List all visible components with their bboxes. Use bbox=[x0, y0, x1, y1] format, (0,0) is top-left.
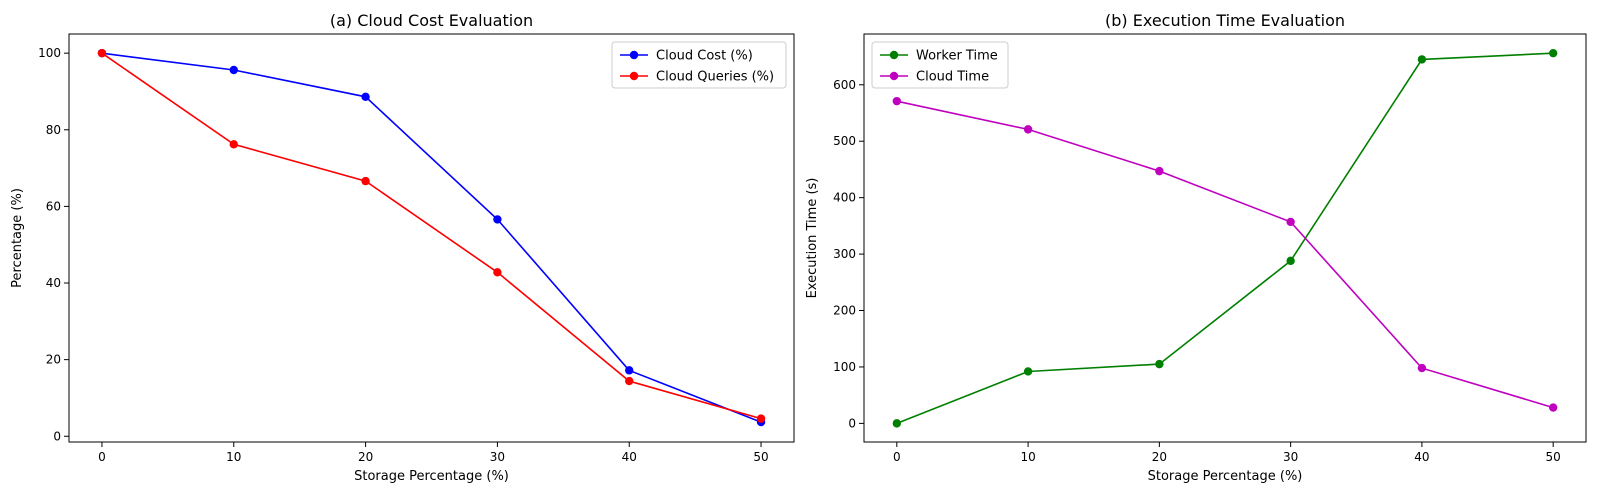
y-axis-label: Percentage (%) bbox=[10, 188, 25, 288]
chart-panel-2: (b) Execution Time Evaluation 0 10 20 30 40 50… bbox=[805, 11, 1587, 484]
x-tick-label: 50 bbox=[1546, 450, 1561, 464]
y-tick-label: 600 bbox=[833, 78, 856, 92]
chart-panel-1: (a) Cloud Cost Evaluation 0 10 20 30 40 50 0 20 4… bbox=[10, 11, 795, 484]
chart-title: (a) Cloud Cost Evaluation bbox=[330, 11, 533, 30]
plot-area-frame bbox=[68, 33, 795, 443]
legend-label: Cloud Time bbox=[916, 70, 989, 85]
plot-area-frame bbox=[863, 33, 1587, 443]
x-tick-label: 50 bbox=[753, 450, 768, 464]
x-tick-label: 20 bbox=[1152, 450, 1167, 464]
data-point bbox=[892, 419, 902, 428]
data-point bbox=[1023, 367, 1033, 376]
legend-swatch-marker bbox=[889, 71, 899, 81]
data-point bbox=[361, 176, 370, 186]
data-point bbox=[1286, 217, 1295, 227]
y-tick-label: 80 bbox=[46, 123, 61, 137]
legend-swatch-marker bbox=[629, 71, 639, 81]
legend: Worker Time Cloud Time bbox=[871, 41, 1009, 89]
data-point bbox=[1548, 403, 1558, 412]
legend: Cloud Cost (%) Cloud Queries (%) bbox=[611, 41, 787, 89]
x-axis-label: Storage Percentage (%) bbox=[1148, 469, 1303, 484]
series-line-2 bbox=[896, 100, 1554, 409]
data-point bbox=[97, 48, 107, 58]
data-point bbox=[493, 215, 502, 224]
chart-title: (b) Execution Time Evaluation bbox=[1105, 11, 1345, 30]
y-tick-label: 200 bbox=[833, 304, 856, 318]
data-point bbox=[493, 268, 502, 277]
x-tick-label: 40 bbox=[622, 450, 637, 464]
y-tick-label: 300 bbox=[833, 247, 856, 261]
data-point bbox=[1417, 55, 1427, 64]
y-tick-label: 40 bbox=[46, 276, 61, 290]
y-tick-label: 0 bbox=[53, 429, 61, 443]
legend-box bbox=[611, 41, 787, 89]
x-tick-label: 0 bbox=[98, 450, 106, 464]
y-tick-label: 0 bbox=[848, 416, 856, 430]
data-point bbox=[1023, 125, 1033, 134]
series-line-2 bbox=[101, 52, 762, 420]
y-tick-label: 60 bbox=[46, 199, 61, 213]
data-point bbox=[361, 92, 370, 102]
x-tick-label: 20 bbox=[358, 450, 373, 464]
series-line-1 bbox=[896, 52, 1554, 425]
legend-label: Worker Time bbox=[916, 49, 998, 64]
y-tick-label: 100 bbox=[833, 360, 856, 374]
data-point bbox=[756, 414, 766, 423]
data-point bbox=[1155, 166, 1164, 176]
x-tick-label: 0 bbox=[893, 450, 901, 464]
data-point bbox=[1417, 363, 1427, 373]
data-point bbox=[229, 140, 238, 149]
x-tick-label: 40 bbox=[1414, 450, 1429, 464]
data-point bbox=[1286, 256, 1295, 266]
x-tick-label: 10 bbox=[1020, 450, 1035, 464]
legend-label: Cloud Queries (%) bbox=[656, 70, 774, 85]
data-point bbox=[229, 65, 238, 75]
y-tick-label: 400 bbox=[833, 191, 856, 205]
data-point bbox=[625, 376, 634, 386]
y-tick-label: 20 bbox=[46, 353, 61, 367]
data-point bbox=[625, 366, 634, 375]
x-tick-label: 30 bbox=[490, 450, 505, 464]
data-point bbox=[1155, 359, 1164, 369]
x-tick-label: 30 bbox=[1283, 450, 1298, 464]
series-line-1 bbox=[101, 52, 762, 423]
data-point bbox=[1548, 48, 1558, 58]
x-axis-label: Storage Percentage (%) bbox=[354, 469, 509, 484]
y-tick-label: 500 bbox=[833, 134, 856, 148]
y-axis-label: Execution Time (s) bbox=[805, 178, 820, 299]
legend-label: Cloud Cost (%) bbox=[656, 49, 753, 64]
x-tick-label: 10 bbox=[226, 450, 241, 464]
legend-swatch-marker bbox=[889, 50, 899, 60]
data-point bbox=[892, 96, 902, 106]
y-tick-label: 100 bbox=[38, 46, 61, 60]
legend-swatch-marker bbox=[629, 50, 639, 60]
